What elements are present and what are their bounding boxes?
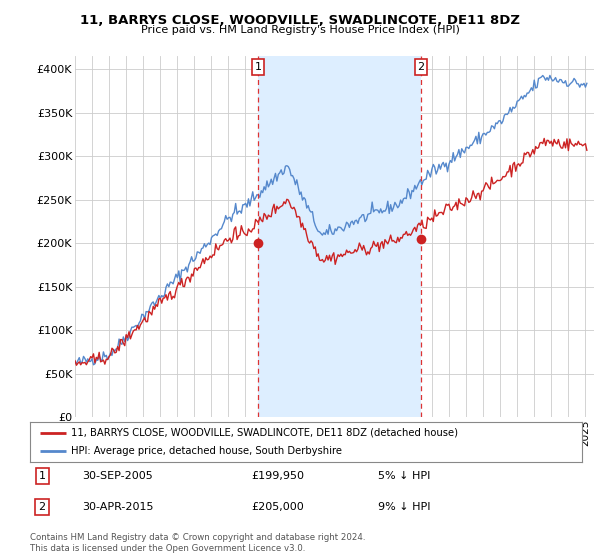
Text: 5% ↓ HPI: 5% ↓ HPI (378, 471, 430, 481)
Text: 11, BARRYS CLOSE, WOODVILLE, SWADLINCOTE, DE11 8DZ: 11, BARRYS CLOSE, WOODVILLE, SWADLINCOTE… (80, 14, 520, 27)
Text: 1: 1 (38, 471, 46, 481)
Text: 30-APR-2015: 30-APR-2015 (82, 502, 154, 512)
Text: 2: 2 (418, 62, 425, 72)
Text: Price paid vs. HM Land Registry's House Price Index (HPI): Price paid vs. HM Land Registry's House … (140, 25, 460, 35)
Text: 9% ↓ HPI: 9% ↓ HPI (378, 502, 430, 512)
Text: 11, BARRYS CLOSE, WOODVILLE, SWADLINCOTE, DE11 8DZ (detached house): 11, BARRYS CLOSE, WOODVILLE, SWADLINCOTE… (71, 428, 458, 437)
Text: £199,950: £199,950 (251, 471, 304, 481)
Text: HPI: Average price, detached house, South Derbyshire: HPI: Average price, detached house, Sout… (71, 446, 343, 456)
Text: 1: 1 (254, 62, 262, 72)
Text: Contains HM Land Registry data © Crown copyright and database right 2024.
This d: Contains HM Land Registry data © Crown c… (30, 533, 365, 553)
Text: £205,000: £205,000 (251, 502, 304, 512)
Text: 2: 2 (38, 502, 46, 512)
Bar (258, 56, 421, 417)
Text: 30-SEP-2005: 30-SEP-2005 (82, 471, 153, 481)
